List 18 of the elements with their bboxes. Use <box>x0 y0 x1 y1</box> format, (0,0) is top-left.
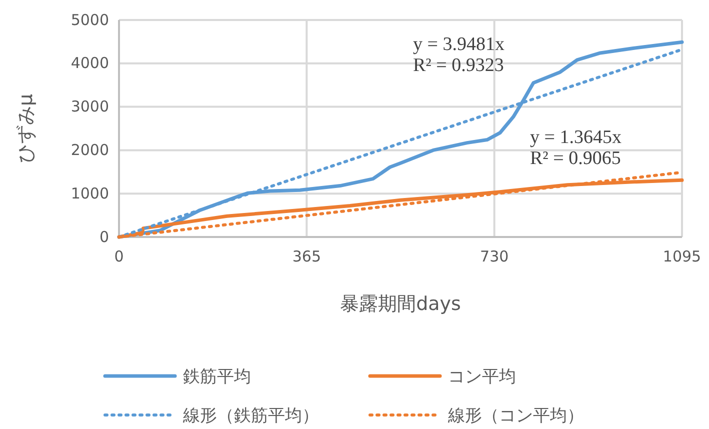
x-tick-label: 0 <box>114 248 124 266</box>
y-tick-label: 1000 <box>70 184 109 202</box>
legend-label: 鉄筋平均 <box>183 367 251 387</box>
annotation: y = 3.9481x R² = 0.9323 <box>413 34 505 76</box>
y-tick-label: 4000 <box>70 54 109 72</box>
x-axis-title: 暴露期間days <box>340 293 461 315</box>
y-tick-label: 2000 <box>70 141 109 159</box>
y-tick-label: 0 <box>99 228 109 246</box>
y-axis-title: ひずみμ <box>15 94 37 164</box>
legend-label: 線形（コン平均） <box>447 406 584 426</box>
legend-label: 線形（鉄筋平均） <box>182 406 319 426</box>
legend-label: コン平均 <box>448 367 516 387</box>
x-tick-label: 730 <box>480 248 509 266</box>
x-tick-label: 1095 <box>662 248 702 266</box>
annotation: y = 1.3645x R² = 0.9065 <box>530 127 622 169</box>
y-tick-label: 3000 <box>70 98 109 116</box>
x-tick-label: 365 <box>292 248 321 266</box>
y-tick-label: 5000 <box>70 10 109 29</box>
